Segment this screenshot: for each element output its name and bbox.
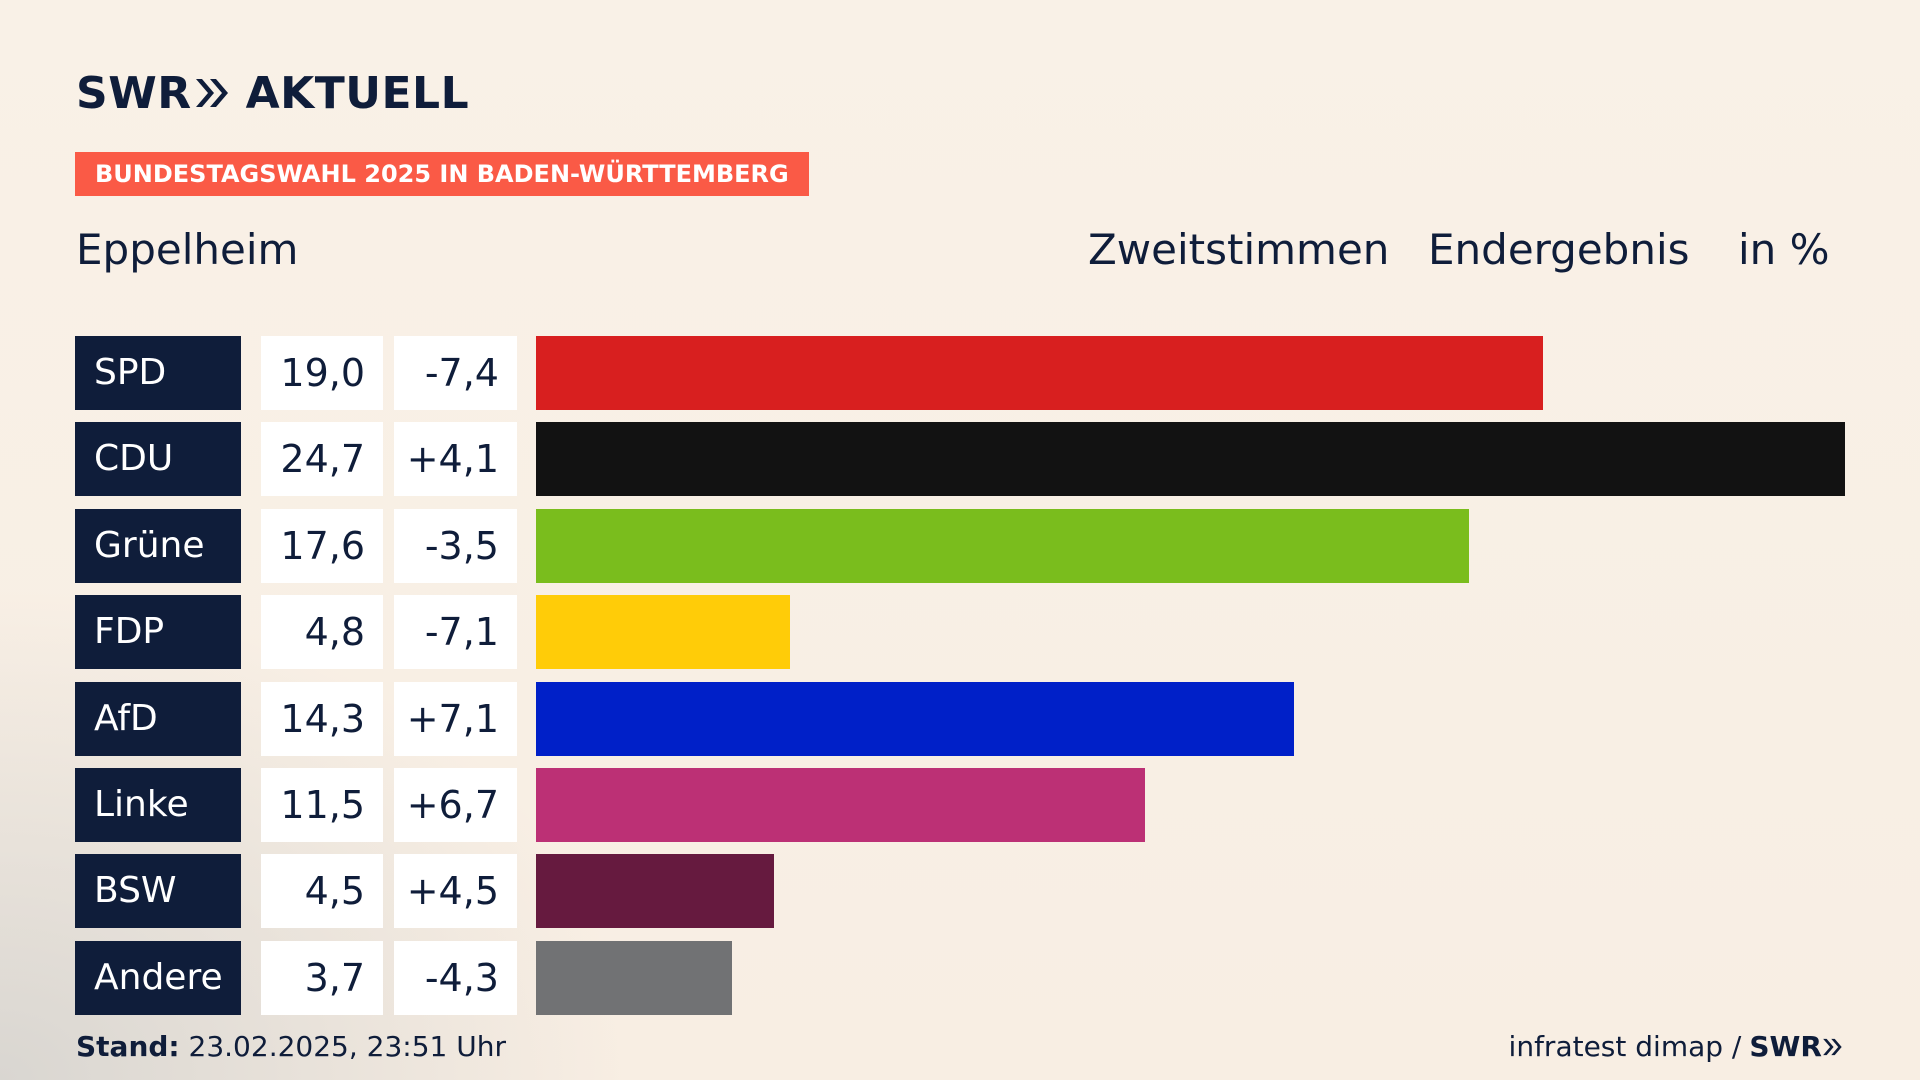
double-chevron-icon <box>1823 1038 1842 1056</box>
result-row: Andere 3,7 -4,3 <box>0 940 1920 1015</box>
party-label: SPD <box>75 336 241 410</box>
vote-share-label: 3,7 <box>261 940 383 1015</box>
result-row: CDU 24,7 +4,1 <box>0 422 1920 497</box>
change-label: +4,1 <box>394 422 517 497</box>
party-label: CDU <box>75 422 241 497</box>
result-bar <box>536 336 1543 410</box>
vote-share-label: 4,5 <box>261 854 383 929</box>
source-text: infratest dimap / <box>1508 1030 1742 1063</box>
result-row: Grüne 17,6 -3,5 <box>0 508 1920 583</box>
party-label: FDP <box>75 595 241 670</box>
stand-label: Stand: <box>76 1030 180 1063</box>
result-bar <box>536 681 1294 756</box>
vote-share-label: 11,5 <box>261 768 383 842</box>
change-label: +6,7 <box>394 768 517 842</box>
party-label: Grüne <box>75 508 241 583</box>
result-bar <box>536 595 790 670</box>
vote-share-label: 4,8 <box>261 595 383 670</box>
change-label: -7,1 <box>394 595 517 670</box>
result-row: SPD 19,0 -7,4 <box>0 336 1920 410</box>
vote-share-label: 17,6 <box>261 508 383 583</box>
header-zweitstimmen: Zweitstimmen <box>1088 225 1390 274</box>
change-label: -4,3 <box>394 940 517 1015</box>
result-bar <box>536 422 1845 497</box>
source-credit: infratest dimap / SWR <box>1509 1030 1844 1064</box>
party-label: BSW <box>75 854 241 929</box>
result-bar <box>536 854 774 929</box>
party-label: Andere <box>75 940 241 1015</box>
change-label: -7,4 <box>394 336 517 410</box>
result-bar <box>536 508 1469 583</box>
vote-share-label: 24,7 <box>261 422 383 497</box>
change-label: +7,1 <box>394 681 517 756</box>
result-row: Linke 11,5 +6,7 <box>0 768 1920 842</box>
header-unit: in % <box>1738 225 1830 274</box>
swr-aktuell-logo: SWR AKTUELL <box>76 67 470 119</box>
vote-share-label: 14,3 <box>261 681 383 756</box>
stand-value: 23.02.2025, 23:51 Uhr <box>188 1030 506 1063</box>
aktuell-logo-text: AKTUELL <box>245 67 470 119</box>
result-row: FDP 4,8 -7,1 <box>0 595 1920 670</box>
result-bar <box>536 940 732 1015</box>
result-row: AfD 14,3 +7,1 <box>0 681 1920 756</box>
swr-logo-text: SWR <box>76 67 192 119</box>
party-label: Linke <box>75 768 241 842</box>
result-bar <box>536 768 1145 842</box>
region-title: Eppelheim <box>76 225 299 274</box>
change-label: -3,5 <box>394 508 517 583</box>
party-label: AfD <box>75 681 241 756</box>
change-label: +4,5 <box>394 854 517 929</box>
timestamp: Stand: 23.02.2025, 23:51 Uhr <box>76 1030 506 1064</box>
result-row: BSW 4,5 +4,5 <box>0 854 1920 929</box>
header-endergebnis: Endergebnis <box>1428 225 1690 274</box>
source-brand: SWR <box>1749 1030 1822 1063</box>
vote-share-label: 19,0 <box>261 336 383 410</box>
double-chevron-icon <box>195 79 228 107</box>
election-badge: BUNDESTAGSWAHL 2025 IN BADEN-WÜRTTEMBERG <box>75 152 809 196</box>
